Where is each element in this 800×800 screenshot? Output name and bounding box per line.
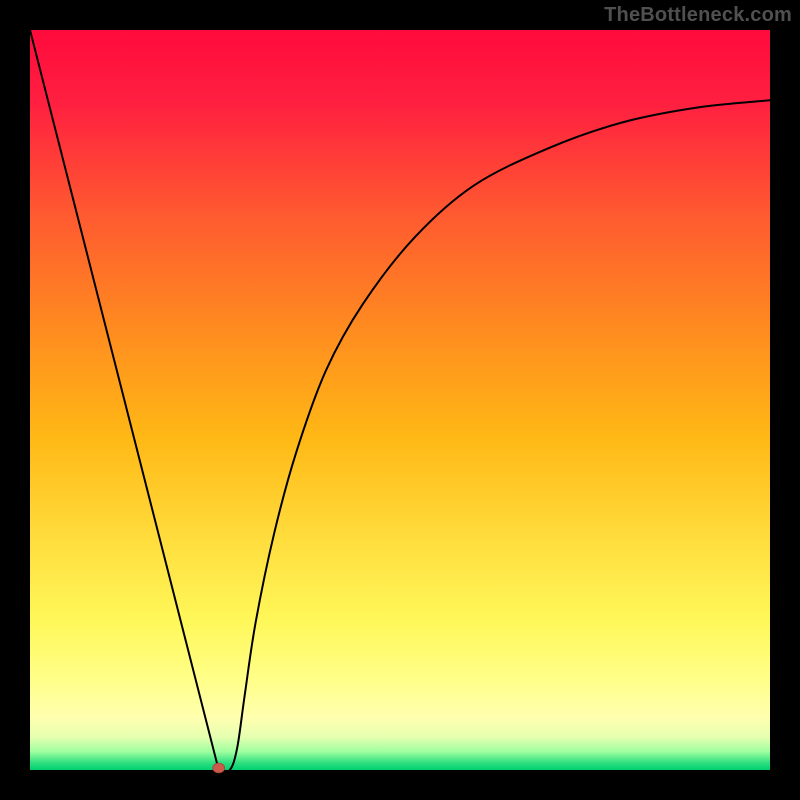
minimum-marker — [213, 763, 225, 773]
watermark-text: TheBottleneck.com — [604, 4, 792, 27]
bottleneck-chart — [0, 0, 800, 800]
gradient-background — [30, 30, 770, 770]
chart-container: TheBottleneck.com — [0, 0, 800, 800]
